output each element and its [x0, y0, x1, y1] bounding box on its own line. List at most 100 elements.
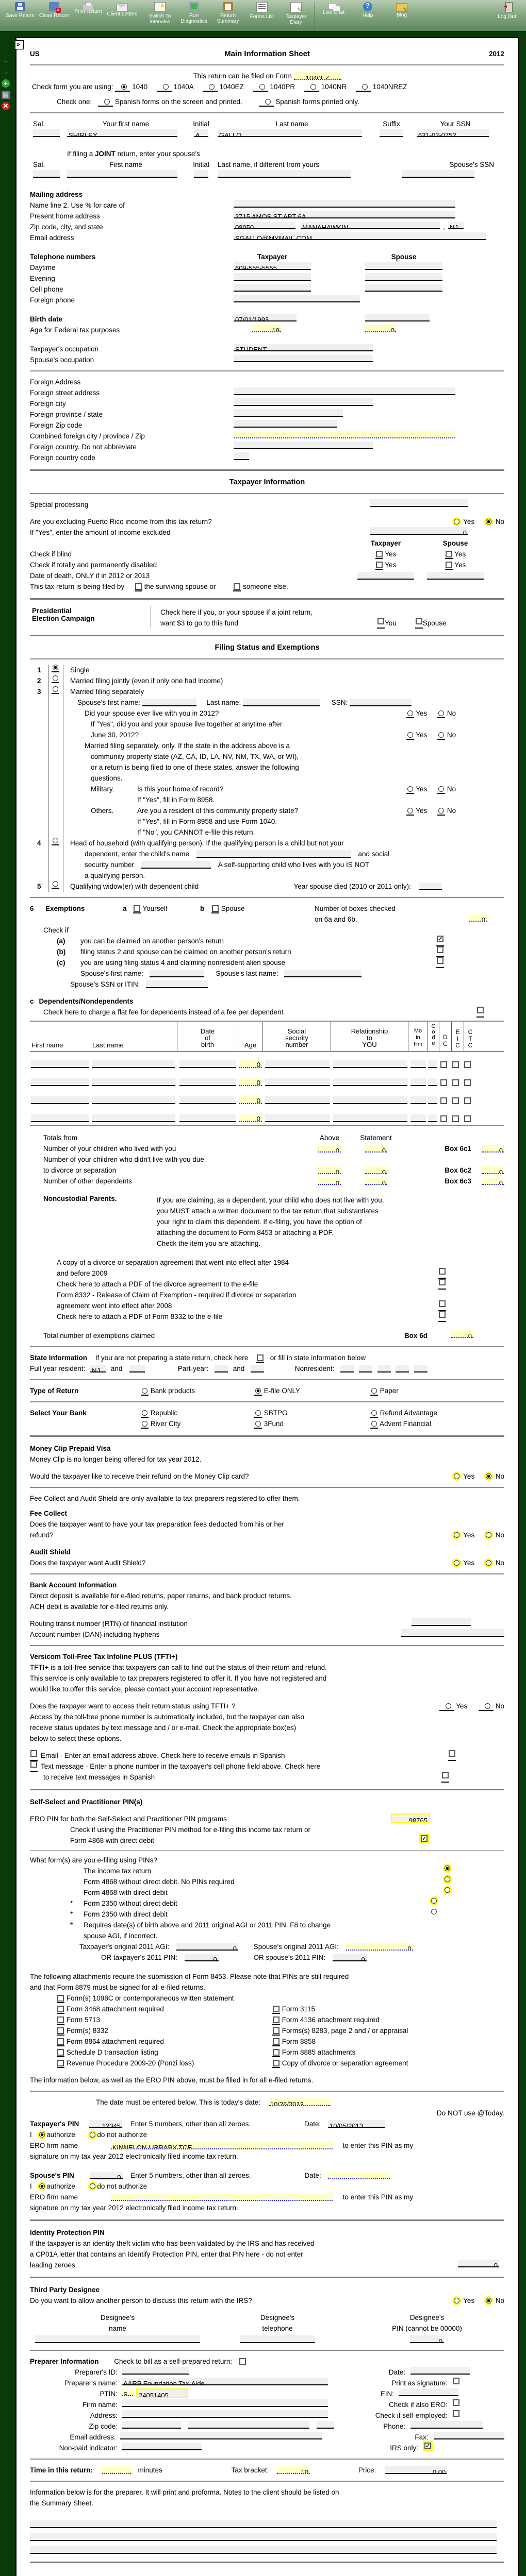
email-updates-checkbox[interactable]: [30, 1750, 37, 1757]
spouse-pin-field[interactable]: 0: [89, 2172, 123, 2179]
nra-spouse-checkbox[interactable]: [437, 957, 443, 964]
self-employed-checkbox[interactable]: [453, 2410, 459, 2417]
dep-eic-checkbox[interactable]: [452, 1061, 459, 1068]
add-form-icon[interactable]: +: [2, 79, 10, 88]
audit-shield-yes-radio[interactable]: [453, 1560, 459, 1566]
birth-date-spouse-field[interactable]: [365, 314, 430, 321]
pec-spouse-checkbox[interactable]: [415, 618, 422, 624]
dep-rel-field[interactable]: [333, 1096, 407, 1104]
foreign-combined-field[interactable]: [234, 431, 455, 438]
agi-taxpayer-field[interactable]: 0: [176, 1943, 238, 1951]
prep-state-field[interactable]: [317, 2421, 334, 2429]
dep-dob-field[interactable]: [179, 1096, 236, 1104]
prep-city-field[interactable]: [188, 2421, 309, 2429]
foreign-zip-field[interactable]: [234, 420, 337, 428]
ein-field[interactable]: [399, 2388, 458, 2396]
att-8858-checkbox[interactable]: [273, 2038, 280, 2045]
no-state-return-checkbox[interactable]: [256, 1354, 264, 1361]
full-year-state-field[interactable]: NJ: [90, 1365, 106, 1372]
sp-ssn-field[interactable]: [402, 170, 474, 178]
preparer-name-field[interactable]: AARP Foundation Tax-Aide: [122, 2378, 328, 2385]
blind-spouse-checkbox[interactable]: [445, 551, 452, 557]
dep-last-field[interactable]: [92, 1114, 175, 1122]
initial-field[interactable]: A: [194, 129, 208, 137]
dep-ssn-field[interactable]: [265, 1114, 330, 1122]
forms-list-button[interactable]: Forms List: [245, 1, 279, 20]
first-name-field[interactable]: SHIRLEY: [67, 129, 177, 137]
fs-mfs-radio[interactable]: [53, 686, 58, 692]
att-3468-checkbox[interactable]: [57, 2006, 64, 2012]
paper-radio[interactable]: [371, 1388, 377, 1394]
spouse-claimed-checkbox[interactable]: [437, 946, 443, 953]
address-field[interactable]: [122, 2410, 328, 2418]
forward-arrow-icon[interactable]: →: [2, 68, 9, 76]
dep-months-field[interactable]: [410, 1078, 426, 1086]
dep-ssn-field[interactable]: [265, 1078, 330, 1086]
surviving-spouse-checkbox[interactable]: [135, 583, 142, 590]
dep-dob-field[interactable]: [179, 1060, 236, 1068]
email-field[interactable]: SGALLO@MYMAIL.COM: [234, 232, 486, 240]
dep-dc-checkbox[interactable]: [440, 1061, 447, 1068]
taxpayer-authorize-radio[interactable]: [39, 2132, 45, 2138]
fs-q1-yes[interactable]: [407, 710, 413, 716]
efile-only-radio[interactable]: [255, 1388, 261, 1394]
practitioner-pin-checkbox[interactable]: [421, 1835, 428, 1842]
self-prepared-checkbox[interactable]: [239, 2358, 246, 2365]
att-divorce-copy-checkbox[interactable]: [273, 2060, 280, 2066]
pin-spouse-field[interactable]: 0: [332, 1954, 367, 1961]
prep-zip-field[interactable]: [122, 2421, 181, 2429]
dep-first-field[interactable]: [31, 1114, 89, 1122]
ex-spl-field[interactable]: [284, 970, 362, 977]
attach-8332-pdf-checkbox[interactable]: [439, 1311, 446, 1318]
dep-first-field[interactable]: [31, 1078, 89, 1086]
someone-else-checkbox[interactable]: [234, 583, 241, 590]
pr-no-radio[interactable]: [485, 519, 491, 524]
taxpayer-pin-date-field[interactable]: 10/05/2013: [328, 2120, 385, 2128]
fs-q2-no[interactable]: [438, 732, 445, 738]
att-8332-checkbox[interactable]: [57, 2027, 64, 2034]
close-form-icon[interactable]: ✕: [2, 102, 10, 110]
pin-4868-nodebit-radio[interactable]: [445, 1876, 450, 1882]
threefund-radio[interactable]: [255, 1421, 261, 1427]
dep-rel-field[interactable]: [333, 1078, 407, 1086]
qw-year-field[interactable]: [419, 883, 442, 890]
taxpayer-diary-button[interactable]: Taxpayer Diary: [279, 1, 313, 25]
fs-spouse-last-field[interactable]: [242, 699, 320, 706]
dep-rel-field[interactable]: [333, 1114, 407, 1122]
foreign-country-field[interactable]: [234, 442, 373, 449]
republic-radio[interactable]: [142, 1410, 147, 1416]
evening-taxpayer-field[interactable]: [234, 273, 311, 281]
death-spouse-field[interactable]: [427, 572, 484, 580]
firm-name-field[interactable]: [122, 2399, 328, 2407]
dep-ssn-field[interactable]: [265, 1096, 330, 1104]
rtn-field[interactable]: [412, 1618, 471, 1626]
spouse-authorize-radio[interactable]: [39, 2183, 45, 2189]
mc-no-radio[interactable]: [485, 1473, 491, 1479]
suffix-field[interactable]: [380, 129, 403, 137]
taxpayer-occupation-field[interactable]: STUDENT: [234, 344, 373, 351]
flat-fee-checkbox[interactable]: [477, 1007, 484, 1013]
att-ponzi-checkbox[interactable]: [57, 2060, 64, 2066]
att-schd-checkbox[interactable]: [57, 2049, 64, 2056]
fs-spouse-first-field[interactable]: [142, 699, 196, 706]
foreign-province-field[interactable]: [234, 409, 343, 417]
spouse-pin-date-field[interactable]: [328, 2172, 390, 2179]
evening-spouse-field[interactable]: [365, 273, 442, 281]
state-field[interactable]: NJ: [448, 222, 464, 229]
dep-months-field[interactable]: [410, 1060, 426, 1068]
taxpayer-ero-firm-field[interactable]: KINNELON LIBRARY TCE: [110, 2142, 333, 2149]
dep-months-field[interactable]: [410, 1096, 426, 1104]
fs-mil-yes[interactable]: [407, 786, 413, 792]
advent-radio[interactable]: [371, 1421, 377, 1427]
pec-you-checkbox[interactable]: [377, 618, 384, 624]
att-1098c-checkbox[interactable]: [57, 1995, 64, 2002]
pin-2350-debit-radio[interactable]: [431, 1909, 437, 1914]
dep-code-field[interactable]: [428, 1060, 437, 1068]
save-return-button[interactable]: Save Return: [3, 1, 37, 19]
nonpaid-field[interactable]: [122, 2443, 202, 2450]
dep-last-field[interactable]: [92, 1096, 175, 1104]
agi-spouse-field[interactable]: 0: [346, 1943, 413, 1951]
designee-telephone-field[interactable]: [240, 2335, 315, 2343]
run-diagnostics-button[interactable]: Run Diagnostics: [177, 1, 211, 24]
fee-collect-no-radio[interactable]: [485, 1532, 491, 1538]
